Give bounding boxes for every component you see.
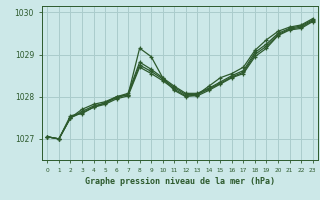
- X-axis label: Graphe pression niveau de la mer (hPa): Graphe pression niveau de la mer (hPa): [85, 177, 275, 186]
